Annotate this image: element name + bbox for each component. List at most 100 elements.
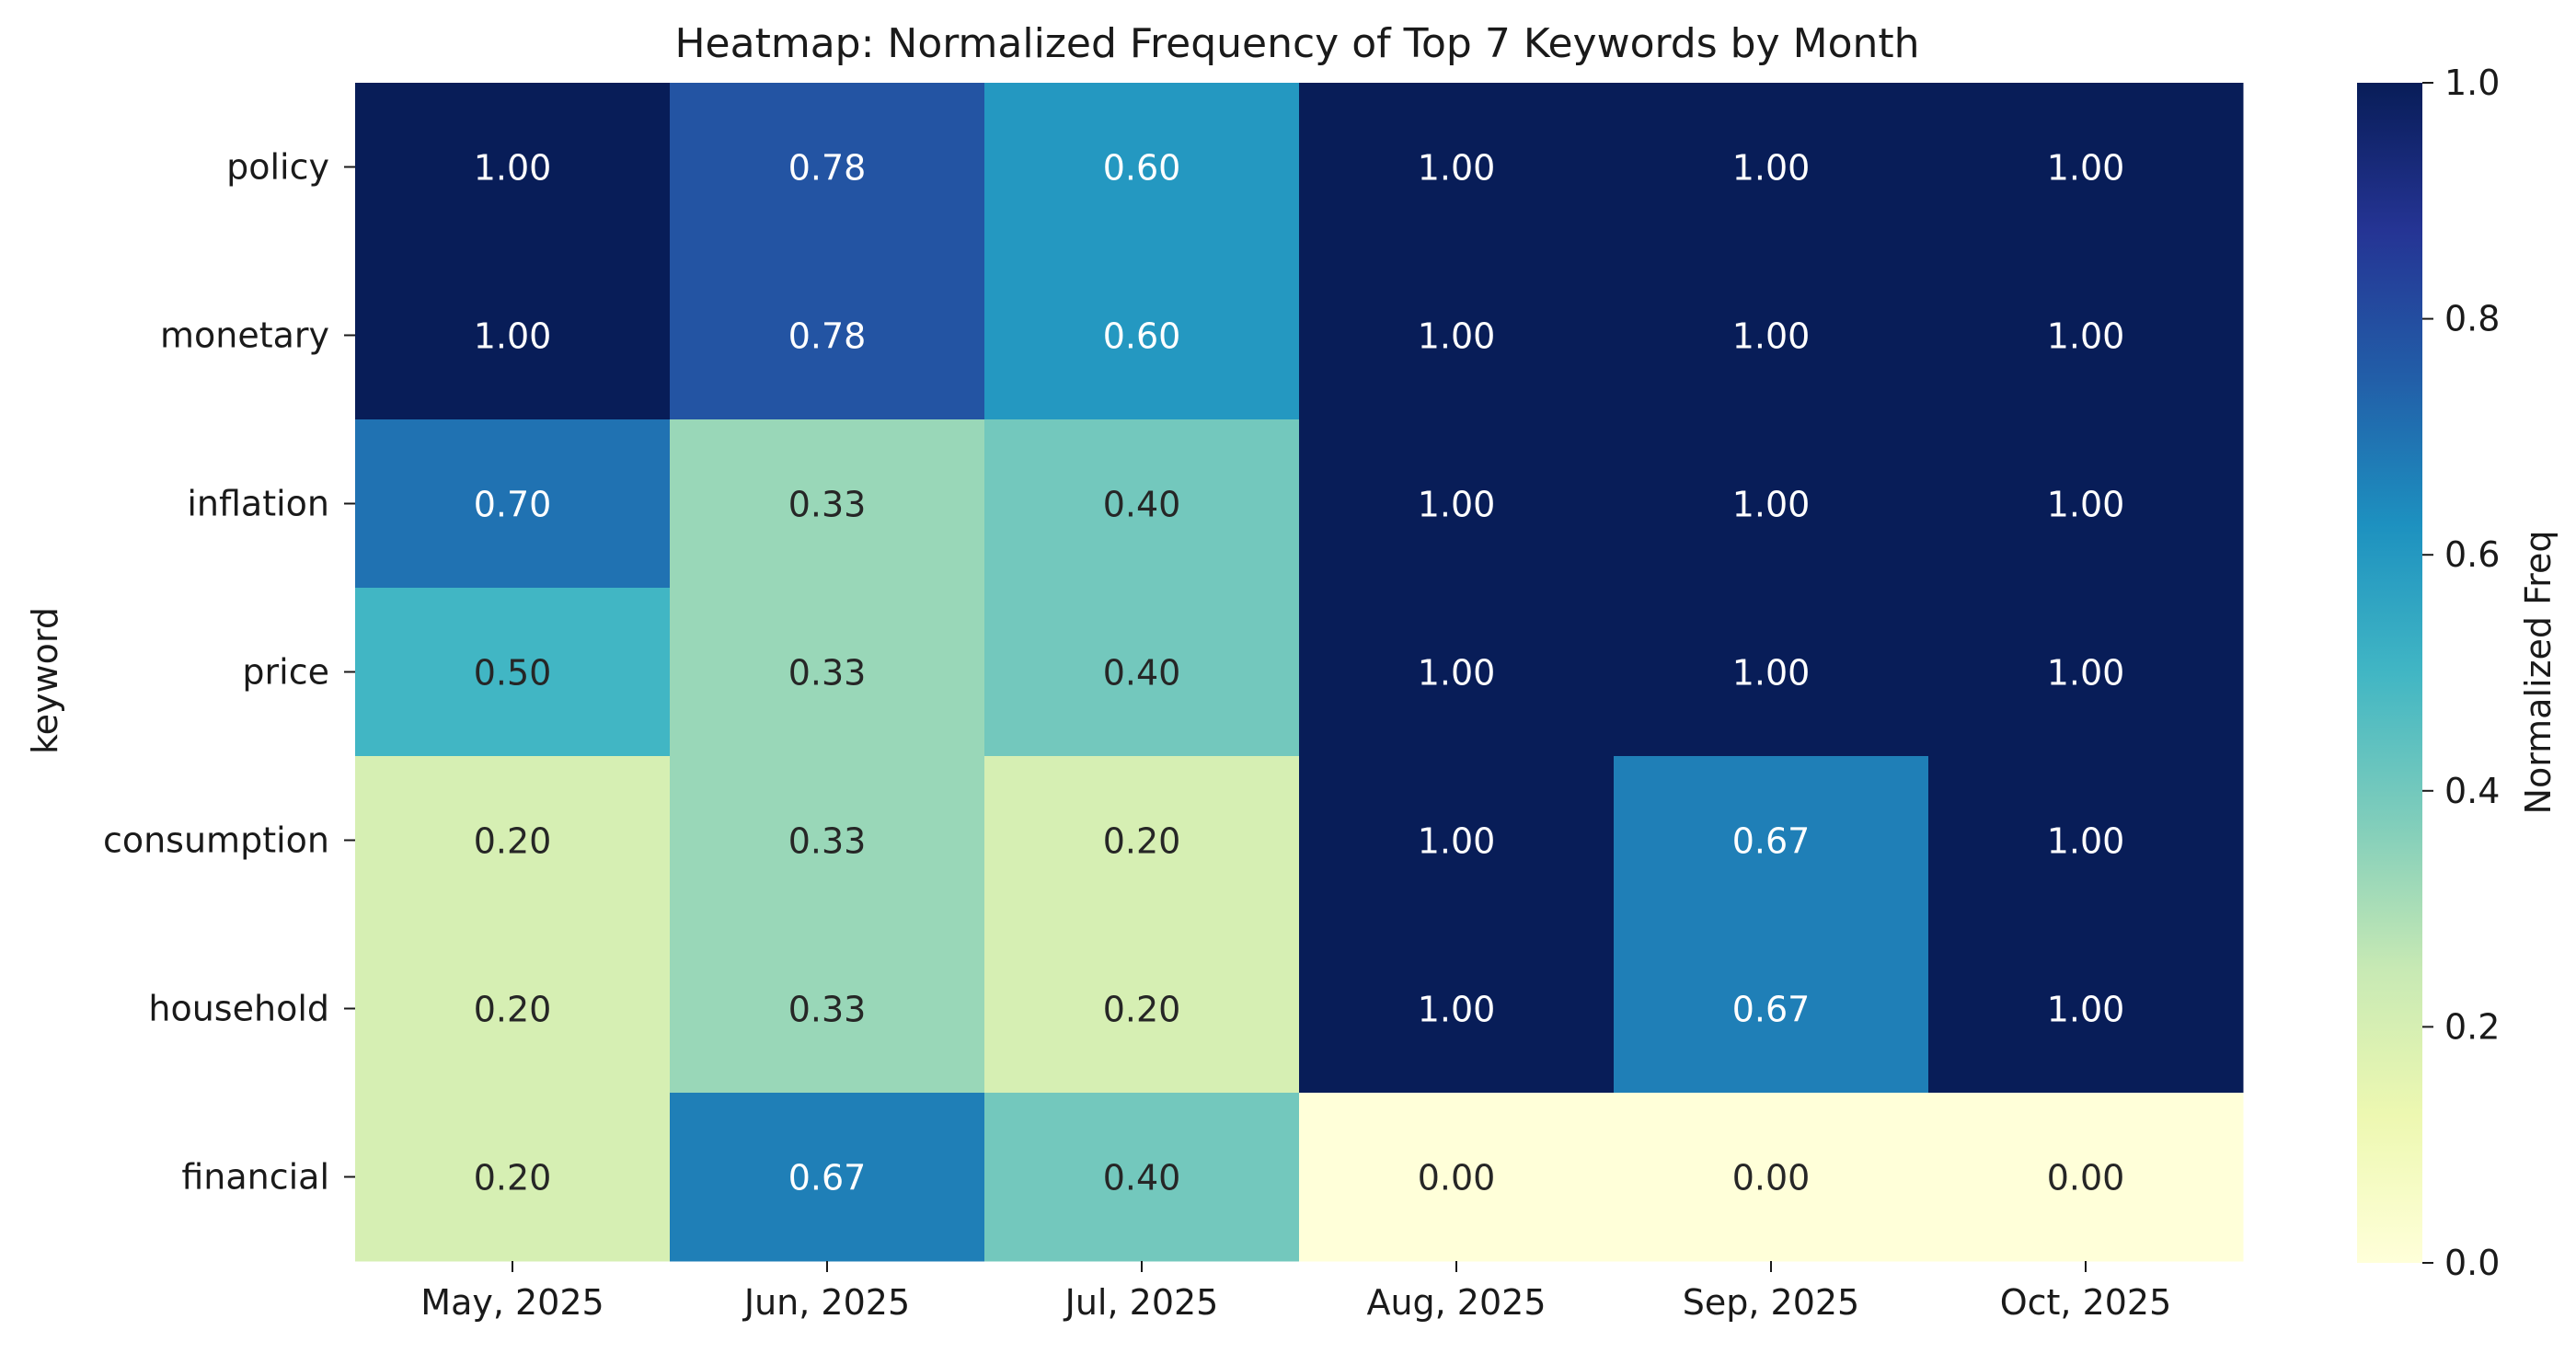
heatmap-cell [1614,924,1929,1094]
cell-annotation: 1.00 [2047,485,2125,525]
heatmap-cell [984,588,1300,757]
cell-annotation: 0.78 [788,148,867,189]
cell-annotation: 0.33 [788,485,867,525]
cell-annotation: 1.00 [1732,485,1811,525]
heatmap-cell [670,83,985,252]
cell-annotation: 0.67 [788,1158,867,1198]
y-tick-label: inflation [187,484,329,524]
heatmap-cells [355,83,2244,1262]
cell-annotation: 0.20 [1103,990,1181,1030]
heatmap-cell [1928,756,2244,925]
cell-annotation: 1.00 [2047,316,2125,357]
cell-annotation: 0.78 [788,316,867,357]
heatmap-cell [1614,83,1929,252]
heatmap-cell [1928,1093,2244,1262]
colorbar-tick-label: 0.2 [2444,1006,2500,1047]
cell-annotation: 0.40 [1103,485,1181,525]
cell-annotation: 0.40 [1103,653,1181,694]
heatmap-cell [355,1093,671,1262]
heatmap-cell [355,251,671,420]
cell-annotation: 0.33 [788,821,867,862]
heatmap-cell [984,1093,1300,1262]
colorbar-tick-label: 0.8 [2444,299,2500,339]
cell-annotation: 1.00 [2047,653,2125,694]
heatmap-cell [984,83,1300,252]
heatmap-cell [1299,588,1615,757]
heatmap-cell [1299,924,1615,1094]
colorbar-tick-label: 0.0 [2444,1243,2500,1283]
heatmap-cell [1614,756,1929,925]
heatmap-cell [1299,756,1615,925]
heatmap-cell [670,419,985,589]
y-tick-label: household [148,989,329,1029]
heatmap-cell [1299,1093,1615,1262]
cell-annotation: 1.00 [2047,990,2125,1030]
heatmap-cell [1299,83,1615,252]
x-tick-label: May, 2025 [420,1282,604,1323]
x-tick-label: Sep, 2025 [1683,1282,1860,1323]
cell-annotation: 1.00 [1418,653,1496,694]
x-tick-label: Jun, 2025 [742,1282,910,1323]
heatmap-cell [355,419,671,589]
x-axis-ticks: May, 2025 Jun, 2025 Jul, 2025 Aug, 2025 Sep,… [420,1261,2171,1323]
cell-annotation: 1.00 [474,148,552,189]
heatmap-cell [1299,419,1615,589]
cell-annotation: 0.67 [1732,821,1811,862]
cell-annotation: 0.60 [1103,316,1181,357]
heatmap-cell [984,756,1300,925]
x-tick-label: Oct, 2025 [2000,1282,2172,1323]
cell-annotation: 0.20 [474,1158,552,1198]
heatmap-cell [1614,419,1929,589]
cell-annotation: 0.70 [474,485,552,525]
cell-annotation: 0.33 [788,653,867,694]
heatmap-cell [670,1093,985,1262]
cell-annotation: 0.00 [2047,1158,2125,1198]
cell-annotation: 1.00 [1732,653,1811,694]
cell-annotation: 1.00 [474,316,552,357]
cell-annotations: 1.00 0.78 0.60 1.00 1.00 1.00 1.00 0.78 0.60 1.00… [474,148,2125,1198]
heatmap-cell [1928,83,2244,252]
heatmap-cell [670,924,985,1094]
cell-annotation: 1.00 [1732,316,1811,357]
cell-annotation: 1.00 [1418,485,1496,525]
y-tick-label: policy [226,147,329,188]
cell-annotation: 0.33 [788,990,867,1030]
y-tick-label: financial [181,1157,329,1198]
y-axis-label: keyword [25,607,65,754]
heatmap-cell [355,756,671,925]
heatmap-cell [355,83,671,252]
heatmap-cell [670,588,985,757]
cell-annotation: 1.00 [1418,990,1496,1030]
heatmap-cell [1928,251,2244,420]
x-tick-label: Jul, 2025 [1064,1282,1219,1323]
cell-annotation: 0.67 [1732,990,1811,1030]
cell-annotation: 1.00 [1418,821,1496,862]
heatmap-cell [984,419,1300,589]
heatmap-cell [1928,924,2244,1094]
heatmap-cell [984,251,1300,420]
cell-annotation: 1.00 [1418,148,1496,189]
heatmap-cell [1614,1093,1929,1262]
y-tick-label: consumption [103,820,329,861]
heatmap-cell [670,756,985,925]
y-tick-label: price [242,652,329,693]
colorbar-ticks: 0.0 0.2 0.4 0.6 0.8 1.0 [2422,63,2500,1283]
y-axis-ticks: policy monetary inflation price consumption h… [103,147,355,1198]
cell-annotation: 0.20 [474,990,552,1030]
colorbar-tick-label: 0.4 [2444,771,2500,811]
heatmap-cell [670,251,985,420]
chart-title: Heatmap: Normalized Frequency of Top 7 K… [674,20,1919,67]
cell-annotation: 1.00 [2047,821,2125,862]
colorbar-tick-label: 1.0 [2444,63,2500,103]
heatmap-cell [1299,251,1615,420]
heatmap-cell [984,924,1300,1094]
cell-annotation: 0.00 [1418,1158,1496,1198]
colorbar [2357,83,2422,1263]
heatmap-cell [355,588,671,757]
cell-annotation: 0.60 [1103,148,1181,189]
cell-annotation: 1.00 [2047,148,2125,189]
cell-annotation: 0.50 [474,653,552,694]
cell-annotation: 1.00 [1418,316,1496,357]
